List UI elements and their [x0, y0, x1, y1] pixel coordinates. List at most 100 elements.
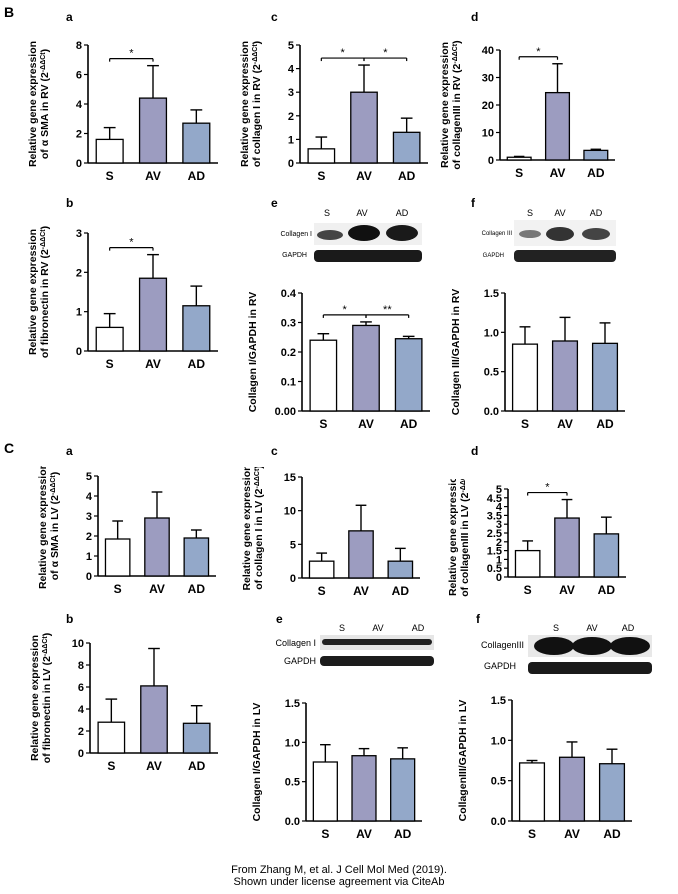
- blot-lane-label: AD: [412, 623, 425, 633]
- x-tick-label: S: [318, 584, 326, 598]
- blot-rv-collagen3: S AV AD Collagen III GAPDH: [468, 205, 638, 265]
- panel-letter-Ba: a: [66, 10, 73, 24]
- blot-band: [582, 228, 610, 240]
- y-tick-label: 1: [496, 554, 502, 566]
- y-tick-label: 0: [78, 748, 84, 760]
- x-tick-label: AV: [353, 584, 369, 598]
- chart-Ba: 0 2 4 6 8 Relative gene expression of α SMA in…: [27, 35, 224, 192]
- bar-AD: [182, 305, 211, 352]
- y-tick-label: 4: [86, 491, 93, 503]
- y-tick-label: 0: [288, 158, 294, 170]
- chart-Ce: 0.0 0.5 1.0 1.5 Collagen I/GAPDH in LV S AV AD: [246, 693, 428, 850]
- x-tick-label: AD: [596, 417, 614, 431]
- caption-line-1: From Zhang M, et al. J Cell Mol Med (201…: [231, 864, 447, 876]
- y-tick-label: 0.1: [281, 377, 296, 389]
- x-tick-label: AD: [392, 584, 410, 598]
- y-tick-label: 1.5: [285, 698, 300, 710]
- y-axis-label: Relative gene expression: [28, 229, 39, 355]
- x-tick-label: AD: [188, 357, 206, 371]
- blot-row-label: CollagenIII: [481, 640, 524, 650]
- x-tick-label: AV: [557, 417, 573, 431]
- y-axis-label: Relative gene expression: [440, 42, 451, 168]
- chart-Cd: 0 0.5 1 1.5 2 2.5 3 3.5 4 4.5 5 Relative gene expre…: [447, 469, 632, 606]
- y-tick-label: 3: [288, 87, 294, 99]
- y-tick-label: 8: [78, 660, 84, 672]
- bar-S: [95, 138, 124, 164]
- blot-row-label: GAPDH: [282, 252, 307, 259]
- bar-S: [511, 343, 539, 412]
- y-tick-label: 0: [290, 573, 296, 585]
- y-tick-label: 5: [496, 484, 502, 496]
- bar-S: [307, 148, 336, 164]
- significance-label: *: [383, 47, 388, 59]
- section-label-b: B: [4, 4, 15, 20]
- y-tick-label: 2: [496, 537, 502, 549]
- significance-label: *: [129, 237, 134, 249]
- x-tick-label: AD: [400, 417, 418, 431]
- blot-band-gapdh: [528, 662, 652, 674]
- x-tick-label: S: [319, 417, 327, 431]
- x-tick-label: AD: [598, 583, 616, 597]
- y-tick-label: 0.5: [487, 563, 502, 575]
- y-tick-label: 4: [288, 64, 295, 76]
- y-axis-label: CollagenIII/GAPDH in LV: [457, 700, 469, 822]
- blot-row-label: Collagen III: [482, 231, 513, 237]
- y-axis-label: Relative gene expression: [448, 479, 459, 596]
- y-tick-label: 1.5: [487, 546, 502, 558]
- y-tick-label: 0.4: [281, 288, 297, 300]
- y-tick-label: 1: [288, 134, 294, 146]
- bar-S: [104, 538, 131, 577]
- y-tick-label: 0.0: [285, 816, 300, 828]
- y-tick-label: 3: [76, 228, 82, 240]
- y-tick-label: 0: [86, 571, 92, 583]
- chart-svg-Cf: 0.0 0.5 1.0 1.5 CollagenIII/GAPDH in LV S AV AD: [457, 695, 632, 841]
- y-axis-label: Relative gene expression: [242, 467, 253, 591]
- bar-AV: [558, 756, 586, 822]
- significance-label: *: [341, 47, 346, 59]
- blot-row-label: GAPDH: [284, 656, 316, 666]
- bar-S: [95, 326, 124, 352]
- y-tick-label: 2: [288, 111, 294, 123]
- x-tick-label: AV: [145, 357, 161, 371]
- y-tick-label: 0.0: [491, 816, 506, 828]
- bar-S: [308, 560, 335, 579]
- y-tick-label: 6: [76, 70, 82, 82]
- bar-AV: [140, 685, 168, 754]
- bar-AV: [138, 277, 168, 352]
- panel-letter-Cb: b: [66, 612, 74, 626]
- blot-lane-label: AD: [396, 208, 409, 218]
- bar-AD: [598, 763, 626, 822]
- blot-band: [519, 230, 541, 238]
- chart-svg-Ba: 0 2 4 6 8 Relative gene expression of α SMA in…: [27, 40, 218, 183]
- bar-AV: [138, 97, 168, 164]
- y-tick-label: 0.00: [275, 406, 296, 418]
- blot-lane-label: S: [527, 208, 533, 218]
- bar-AV: [351, 755, 377, 822]
- y-tick-label: 0.5: [484, 367, 499, 379]
- blot-lv-collagen3: S AV AD CollagenIII GAPDH: [462, 620, 662, 675]
- bar-AV: [144, 517, 170, 577]
- y-tick-label: 0: [488, 155, 494, 167]
- bar-AD: [392, 131, 421, 164]
- chart-svg-Bf: 0.0 0.5 1.0 1.5 Collagen III/GAPDH in RV S AV A…: [450, 288, 625, 431]
- y-axis-label: Collagen I/GAPDH in LV: [251, 703, 263, 822]
- blot-lane-label: S: [553, 623, 559, 633]
- blot-lane-label: S: [324, 208, 330, 218]
- panel-letter-Ce: e: [276, 612, 283, 626]
- chart-Cc: 0 5 10 15 Relative gene expression of collage…: [241, 464, 426, 607]
- blot-band: [610, 637, 650, 655]
- bar-AD: [182, 722, 211, 754]
- y-tick-label: 5: [288, 40, 294, 52]
- panel-letter-Bd: d: [471, 10, 479, 24]
- x-tick-label: S: [524, 583, 532, 597]
- y-tick-label: 1: [86, 551, 92, 563]
- blot-band-gapdh: [314, 250, 422, 262]
- chart-Bd: 0 10 20 30 40 Relative gene expression of coll…: [439, 40, 621, 189]
- y-tick-label: 0: [76, 158, 82, 170]
- y-tick-label: 2: [76, 267, 82, 279]
- x-tick-label: S: [521, 417, 529, 431]
- section-label-c: C: [4, 440, 15, 456]
- blot-row-label: GAPDH: [484, 661, 516, 671]
- significance-label: *: [545, 482, 550, 494]
- chart-svg-Bb: 0 1 2 3 Relative gene expression of fibronect…: [27, 226, 218, 371]
